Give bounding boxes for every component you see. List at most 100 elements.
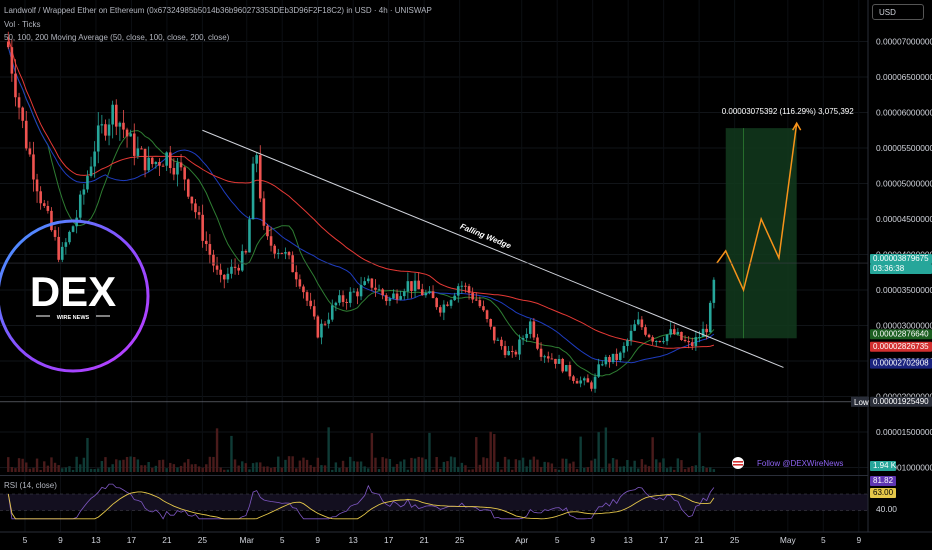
candle-body (399, 296, 402, 300)
volume-bar (647, 466, 651, 472)
candle-body (608, 356, 611, 363)
time-axis-ticks: 5 9 13 17 21 25 Mar 5 9 13 17 21 25 Apr 5 9 13 17 21 25 May 5… (23, 535, 862, 545)
candle-body (539, 348, 543, 357)
currency-button[interactable]: USD (872, 4, 924, 20)
candle-body (161, 165, 165, 167)
rsi-badge: 81.82 (873, 476, 894, 485)
candle-body (341, 295, 345, 302)
candle-body (647, 334, 651, 338)
time-tick-label: 9 (315, 535, 320, 545)
candle-body (122, 122, 125, 130)
volume-bar (687, 467, 690, 472)
volume-bar (75, 456, 78, 472)
volume-bar (154, 465, 158, 472)
candle-body (464, 285, 467, 287)
volume-bar (64, 467, 68, 472)
price-tick-label: 0.00005000000 (876, 179, 932, 189)
ma100-badge-bg (870, 341, 932, 352)
volume-bar (183, 462, 186, 472)
candle-body (352, 291, 356, 293)
projection-path[interactable] (716, 123, 798, 293)
candle-body (424, 293, 428, 296)
volume-bar (32, 467, 35, 472)
volume-bar (35, 458, 39, 472)
volume-bar (305, 459, 309, 472)
candle-body (669, 329, 672, 335)
volume-bar (86, 437, 89, 472)
candle-body (194, 203, 197, 213)
volume-bar (244, 463, 248, 472)
candle-body (543, 356, 546, 358)
volume-bar (489, 431, 492, 472)
volume-bar (17, 458, 21, 472)
volume-bar (115, 459, 118, 472)
volume-bar (291, 456, 294, 472)
volume-bar (226, 469, 230, 472)
time-tick-label: 21 (419, 535, 429, 545)
price-axis[interactable] (868, 0, 932, 550)
volume-bar (223, 469, 226, 472)
rsi-lines (0, 483, 868, 520)
logo-ring (0, 219, 150, 373)
candle-body (14, 73, 17, 98)
rsi-ma-badge: 63.00 (873, 488, 894, 497)
candle-body (456, 286, 460, 296)
volume-bar (100, 461, 104, 472)
candle-body (600, 364, 604, 366)
volume-bar (568, 463, 572, 472)
candle-body (413, 280, 417, 291)
volume-bar (262, 466, 266, 472)
candle-body (21, 107, 24, 121)
low-tag: Low (854, 398, 869, 407)
volume-bar (219, 467, 222, 472)
volume-bar (561, 458, 564, 472)
volume-bar (493, 434, 496, 472)
target-label: 0.00003075392 (116.29%) 3,075,392 (722, 107, 855, 116)
volume-bar (503, 456, 507, 472)
volume-bar (122, 459, 125, 472)
chart-subtitle: Vol · Ticks (4, 20, 41, 29)
volume-bar (665, 468, 669, 472)
volume-bar (676, 458, 680, 472)
volume-bar (136, 459, 140, 472)
volume-bar (53, 462, 57, 472)
volume-bar (590, 460, 593, 472)
volume-bar (97, 468, 100, 472)
volume-bar (39, 469, 42, 472)
candle-body (597, 364, 600, 377)
candle-body (28, 148, 32, 155)
volume-bar (14, 468, 17, 472)
last-price-badge-bg (870, 254, 932, 265)
candle-body (104, 124, 107, 136)
candle-body (593, 376, 597, 389)
volume-bar (442, 461, 446, 472)
volume-bar (93, 469, 96, 472)
candle-body (212, 254, 215, 266)
volume-bar (345, 467, 348, 472)
rsi-badge-bg (870, 476, 896, 486)
time-tick-label: 17 (127, 535, 137, 545)
falling-wedge-line[interactable] (202, 129, 784, 368)
volume-bar (68, 466, 71, 472)
volume-bar (133, 456, 136, 472)
candle-body (460, 285, 464, 287)
follow-badge[interactable]: Follow @DEXWireNews (732, 457, 843, 469)
candle-body (298, 279, 302, 287)
candle-body (406, 281, 410, 292)
candle-body (377, 289, 381, 291)
time-tick-label: Apr (515, 535, 528, 545)
volume-bar (46, 465, 50, 472)
flag-stripe (733, 464, 743, 466)
candle-body (287, 252, 291, 256)
volume-bar (363, 466, 366, 472)
volume-bar (21, 458, 24, 472)
candle-body (136, 148, 140, 156)
candle-body (312, 306, 316, 317)
volume-bar (471, 469, 474, 472)
follow-text[interactable]: Follow @DEXWireNews (757, 459, 843, 468)
countdown-badge: 03:36:38 (873, 264, 905, 273)
dex-wire-news-logo: DEX WIRE NEWS (0, 219, 150, 373)
candle-body (338, 295, 341, 303)
candle-body (82, 189, 86, 195)
